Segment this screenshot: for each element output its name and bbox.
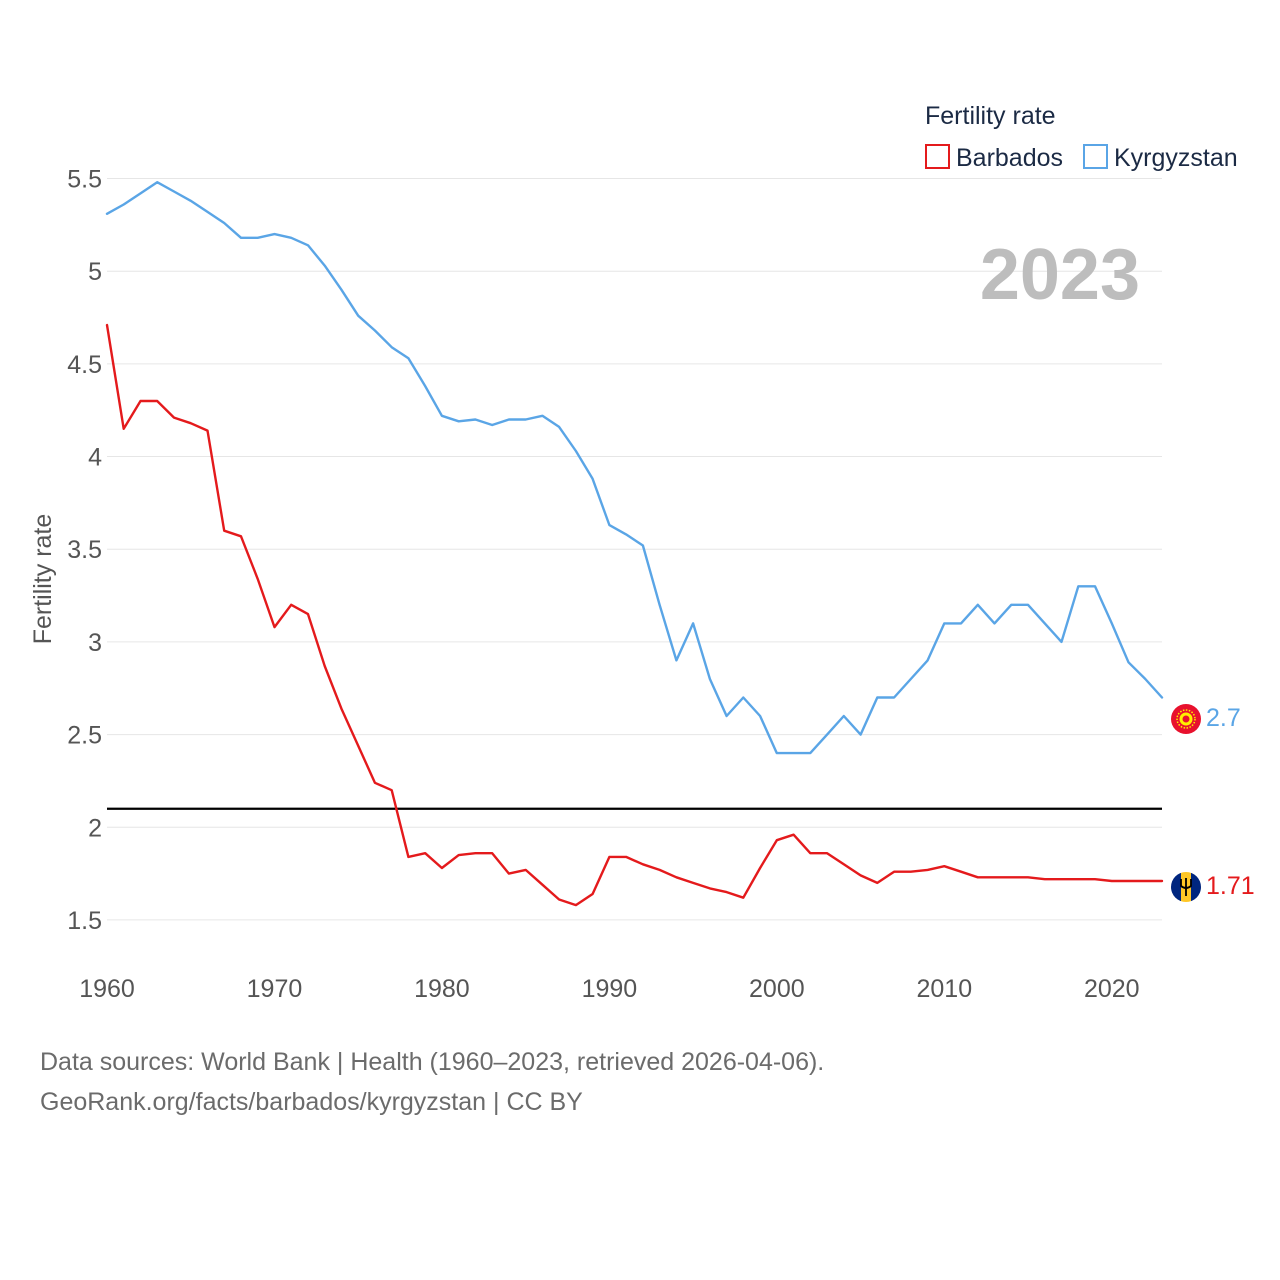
footer: Data sources: World Bank | Health (1960–…: [40, 1042, 824, 1122]
fertility-rate-chart: 1960 1970 1980 1990 2000 2010 2020 1.5 2 2.5 3 3.5…: [29, 102, 1255, 1003]
y-axis-ticks: 1.5 2 2.5 3 3.5 4 4.5 5 5.5: [67, 166, 102, 935]
y-axis-title: Fertility rate: [29, 514, 57, 645]
x-tick-label: 1970: [247, 975, 303, 1003]
y-tick-label: 2.5: [67, 722, 102, 750]
series-line-barbados[interactable]: [105, 323, 1164, 907]
y-tick-label: 1.5: [67, 907, 102, 935]
legend-label-kyrgyzstan: Kyrgyzstan: [1114, 144, 1238, 172]
y-tick-label: 2: [88, 814, 102, 842]
y-tick-label: 3.5: [67, 536, 102, 564]
x-tick-label: 1960: [79, 975, 135, 1003]
legend-swatch-kyrgyzstan: [1083, 144, 1108, 169]
y-tick-label: 5.5: [67, 166, 102, 194]
legend: Fertility rate Barbados Kyrgyzstan: [925, 102, 1238, 172]
x-tick-label: 2010: [916, 975, 972, 1003]
legend-swatch-barbados: [925, 144, 950, 169]
x-axis-ticks: 1960 1970 1980 1990 2000 2010 2020: [79, 975, 1139, 1003]
x-tick-label: 1990: [582, 975, 638, 1003]
barbados-end-label: 1.71: [1206, 872, 1255, 900]
legend-item-kyrgyzstan[interactable]: Kyrgyzstan: [1083, 144, 1238, 172]
kyrgyzstan-flag-icon: [1171, 704, 1201, 734]
kyrgyzstan-end-label: 2.7: [1206, 704, 1241, 732]
y-tick-label: 4: [88, 444, 102, 472]
data-sources-note: Data sources: World Bank | Health (1960–…: [40, 1048, 825, 1076]
year-stamp: 2023: [980, 235, 1140, 315]
x-tick-label: 2020: [1084, 975, 1140, 1003]
x-tick-label: 2000: [749, 975, 805, 1003]
source-url[interactable]: GeoRank.org/facts/barbados/kyrgyzstan | …: [40, 1088, 583, 1116]
legend-label-barbados: Barbados: [956, 144, 1063, 172]
x-tick-label: 1980: [414, 975, 470, 1003]
barbados-flag-icon: [1171, 872, 1201, 902]
y-tick-label: 4.5: [67, 351, 102, 379]
series-lines: [105, 180, 1164, 907]
series-line-kyrgyzstan[interactable]: [105, 180, 1164, 755]
legend-item-barbados[interactable]: Barbados: [925, 144, 1063, 172]
y-tick-label: 5: [88, 258, 102, 286]
grid-lines: [107, 178, 1162, 921]
legend-title: Fertility rate: [925, 102, 1056, 130]
y-tick-label: 3: [88, 629, 102, 657]
end-markers: 2.7 1.71: [1171, 704, 1255, 902]
